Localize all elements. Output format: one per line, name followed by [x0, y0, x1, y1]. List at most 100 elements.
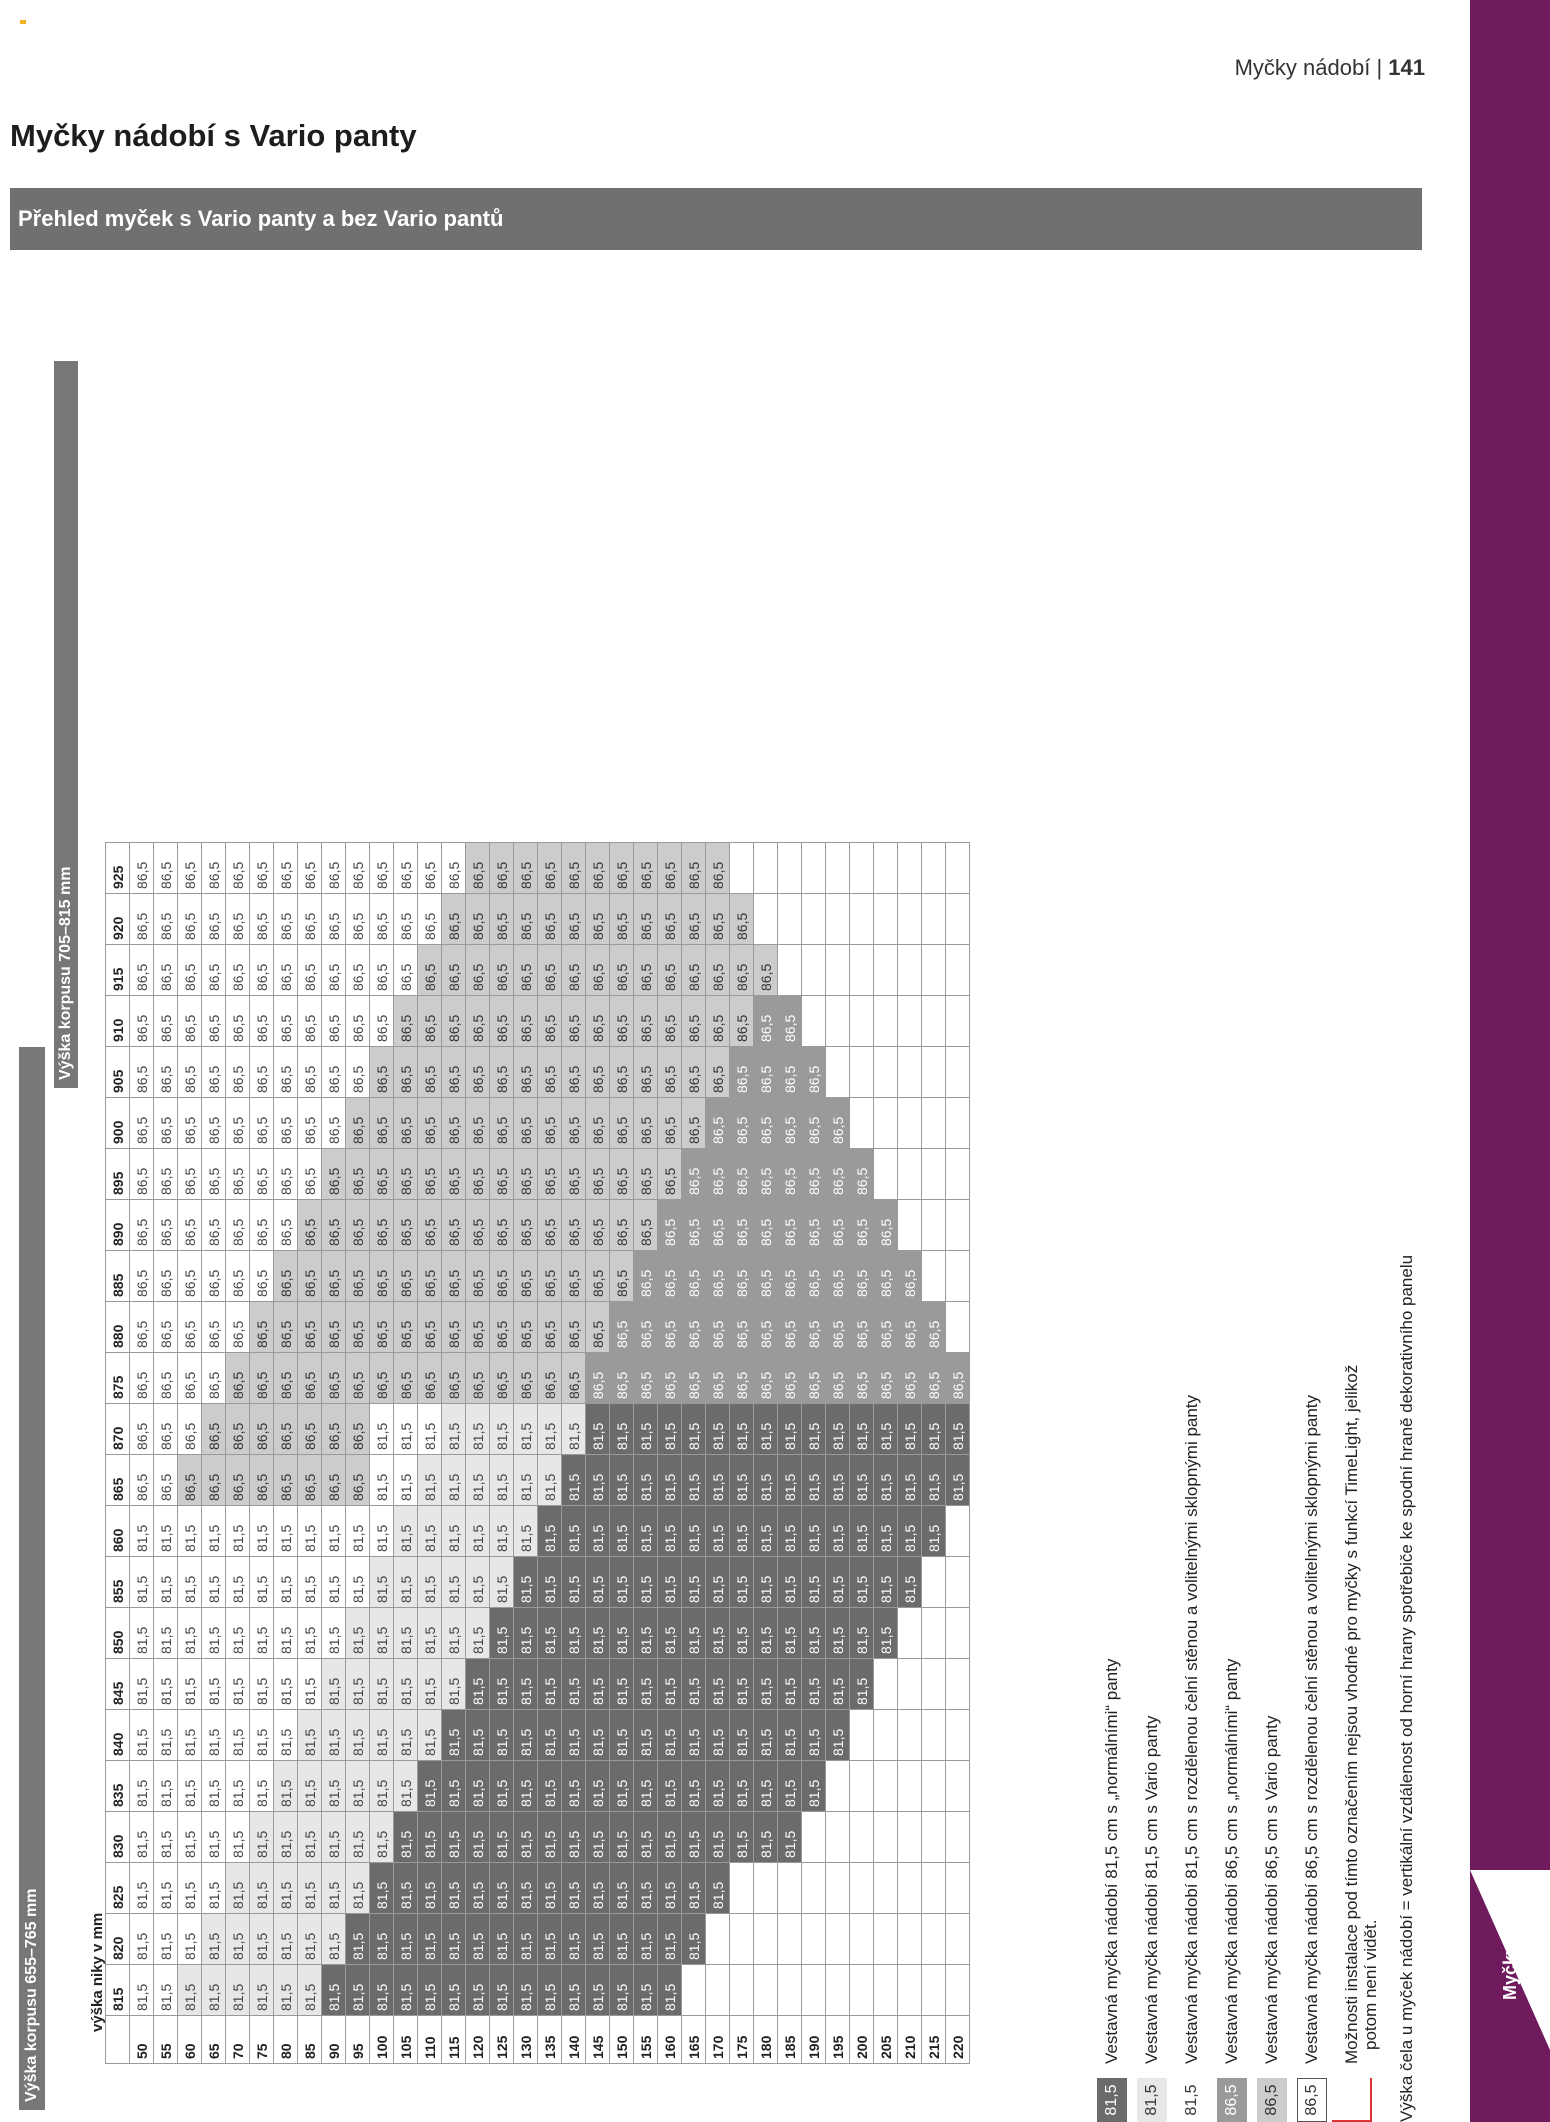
table-corner [105, 2015, 130, 2064]
table-cell: 81,5 [489, 1658, 514, 1710]
table-cell: 86,5 [729, 1097, 754, 1149]
row-header: 170 [705, 2015, 730, 2064]
table-cell [873, 995, 898, 1047]
table-cell: 86,5 [921, 1352, 946, 1404]
table-cell: 86,5 [489, 842, 514, 894]
table-cell: 86,5 [705, 842, 730, 894]
table-cell: 81,5 [633, 1964, 658, 2016]
column-header: 920 [105, 893, 130, 945]
table-cell: 81,5 [465, 1964, 490, 2016]
table-cell: 86,5 [873, 1199, 898, 1251]
table-cell: 86,5 [729, 944, 754, 996]
table-cell: 81,5 [297, 1505, 322, 1557]
table-cell: 81,5 [753, 1403, 778, 1455]
table-cell: 81,5 [873, 1403, 898, 1455]
table-cell: 81,5 [273, 1913, 298, 1965]
table-cell: 86,5 [441, 1352, 466, 1404]
table-cell: 86,5 [345, 1097, 370, 1149]
table-cell: 86,5 [345, 1352, 370, 1404]
table-cell: 86,5 [177, 995, 202, 1047]
table-cell [801, 1862, 826, 1914]
table-cell: 86,5 [321, 1046, 346, 1098]
row-header: 220 [945, 2015, 970, 2064]
table-cell [945, 1964, 970, 2016]
column-header: 860 [105, 1505, 130, 1557]
table-cell: 86,5 [585, 995, 610, 1047]
table-cell: 81,5 [249, 1862, 274, 1914]
table-cell [801, 995, 826, 1047]
table-cell: 81,5 [489, 1403, 514, 1455]
table-cell: 81,5 [465, 1454, 490, 1506]
footnote: Výška čela u myček nádobí = vertikální v… [1397, 1254, 1416, 2122]
table-cell: 81,5 [657, 1454, 682, 1506]
table-cell: 81,5 [681, 1862, 706, 1914]
table-cell: 81,5 [297, 1964, 322, 2016]
table-cell [897, 1964, 922, 2016]
table-cell: 81,5 [177, 1862, 202, 1914]
table-cell: 81,5 [177, 1811, 202, 1863]
table-cell: 81,5 [609, 1862, 634, 1914]
legend-text: Vestavná myčka nádobí 81,5 cm s rozdělen… [1182, 1394, 1201, 2064]
table-cell: 86,5 [201, 1148, 226, 1200]
table-cell [897, 995, 922, 1047]
table-cell: 81,5 [225, 1709, 250, 1761]
table-cell: 86,5 [537, 842, 562, 894]
table-cell: 86,5 [681, 842, 706, 894]
table-cell: 81,5 [801, 1454, 826, 1506]
table-cell: 86,5 [177, 893, 202, 945]
table-cell: 86,5 [561, 944, 586, 996]
table-cell: 81,5 [777, 1658, 802, 1710]
table-cell: 81,5 [153, 1658, 178, 1710]
table-cell [945, 1811, 970, 1863]
table-cell: 86,5 [777, 1148, 802, 1200]
table-cell: 81,5 [297, 1658, 322, 1710]
table-cell [945, 1556, 970, 1608]
table-cell: 81,5 [825, 1403, 850, 1455]
table-cell: 86,5 [585, 893, 610, 945]
table-cell: 81,5 [705, 1658, 730, 1710]
table-cell [825, 1913, 850, 1965]
table-cell [873, 1913, 898, 1965]
table-cell: 86,5 [441, 1148, 466, 1200]
table-cell: 86,5 [321, 944, 346, 996]
table-cell: 81,5 [177, 1505, 202, 1557]
table-cell: 86,5 [297, 1148, 322, 1200]
table-cell [921, 1046, 946, 1098]
table-row: 130 81,5 81,5 81,5 81,5 81,5 81,5 81,5 81,5 81,5 8… [513, 842, 538, 2064]
row-header: 120 [465, 2015, 490, 2064]
table-cell: 81,5 [897, 1454, 922, 1506]
table-cell [849, 1811, 874, 1863]
table-row: 105 81,5 81,5 81,5 81,5 81,5 81,5 81,5 81,5 81,5 8… [393, 842, 418, 2064]
table-cell: 81,5 [585, 1811, 610, 1863]
table-cell: 81,5 [393, 1760, 418, 1812]
table-cell: 81,5 [249, 1811, 274, 1863]
table-cell: 81,5 [585, 1964, 610, 2016]
table-cell: 86,5 [657, 1097, 682, 1149]
table-cell: 86,5 [585, 1301, 610, 1353]
table-cell: 86,5 [273, 842, 298, 894]
table-row: 120 81,5 81,5 81,5 81,5 81,5 81,5 81,5 81,5 81,5 8… [465, 842, 490, 2064]
table-cell: 81,5 [417, 1913, 442, 1965]
table-cell: 86,5 [465, 944, 490, 996]
table-cell: 86,5 [705, 1352, 730, 1404]
table-cell [945, 1505, 970, 1557]
table-cell [849, 1760, 874, 1812]
table-body: 50 81,5 81,5 81,5 81,5 81,5 81,5 81,5 81,5 81,5 81… [129, 842, 970, 2064]
table-cell [825, 944, 850, 996]
table-cell: 86,5 [537, 893, 562, 945]
table-cell: 81,5 [537, 1862, 562, 1914]
table-cell: 86,5 [561, 1097, 586, 1149]
table-cell: 86,5 [633, 944, 658, 996]
table-row: 115 81,5 81,5 81,5 81,5 81,5 81,5 81,5 81,5 81,5 8… [441, 842, 466, 2064]
table-cell: 86,5 [249, 1148, 274, 1200]
table-cell [945, 944, 970, 996]
row-header: 80 [273, 2015, 298, 2064]
table-cell: 86,5 [249, 1250, 274, 1302]
table-cell: 81,5 [633, 1454, 658, 1506]
table-cell: 81,5 [801, 1760, 826, 1812]
table-cell: 81,5 [297, 1709, 322, 1761]
table-cell: 81,5 [681, 1556, 706, 1608]
table-cell [849, 944, 874, 996]
table-cell: 86,5 [441, 1199, 466, 1251]
table-cell: 86,5 [177, 1046, 202, 1098]
